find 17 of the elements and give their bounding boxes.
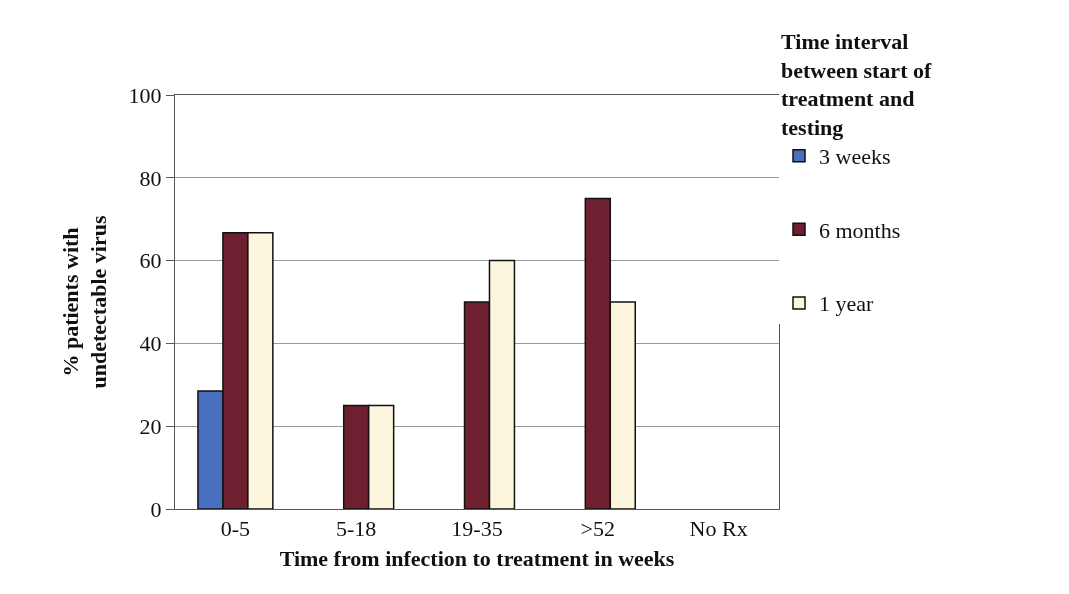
y-tick-label: 0 [150, 496, 162, 522]
x-tick-label: No Rx [689, 516, 748, 542]
legend-label: 1 year [819, 291, 875, 317]
y-tick-label: 20 [139, 413, 162, 439]
y-tick-label: 60 [139, 248, 162, 274]
legend-label: 6 months [819, 217, 901, 243]
y-tick-label: 40 [139, 331, 162, 357]
x-axis-title: Time from infection to treatment in weeks [279, 546, 675, 572]
x-tick-label: 0-5 [220, 516, 251, 542]
legend-label: 3 weeks [819, 144, 891, 170]
y-tick-label: 100 [128, 82, 162, 108]
legend-title: Time interval between start of treatment and testing [781, 29, 932, 140]
x-tick-label: 19-35 [451, 516, 503, 542]
x-tick-label: >52 [580, 516, 616, 542]
x-tick-label: 5-18 [336, 516, 377, 542]
y-axis-title: % patients with undetectable virus [57, 215, 112, 389]
y-tick-label: 80 [139, 165, 162, 191]
